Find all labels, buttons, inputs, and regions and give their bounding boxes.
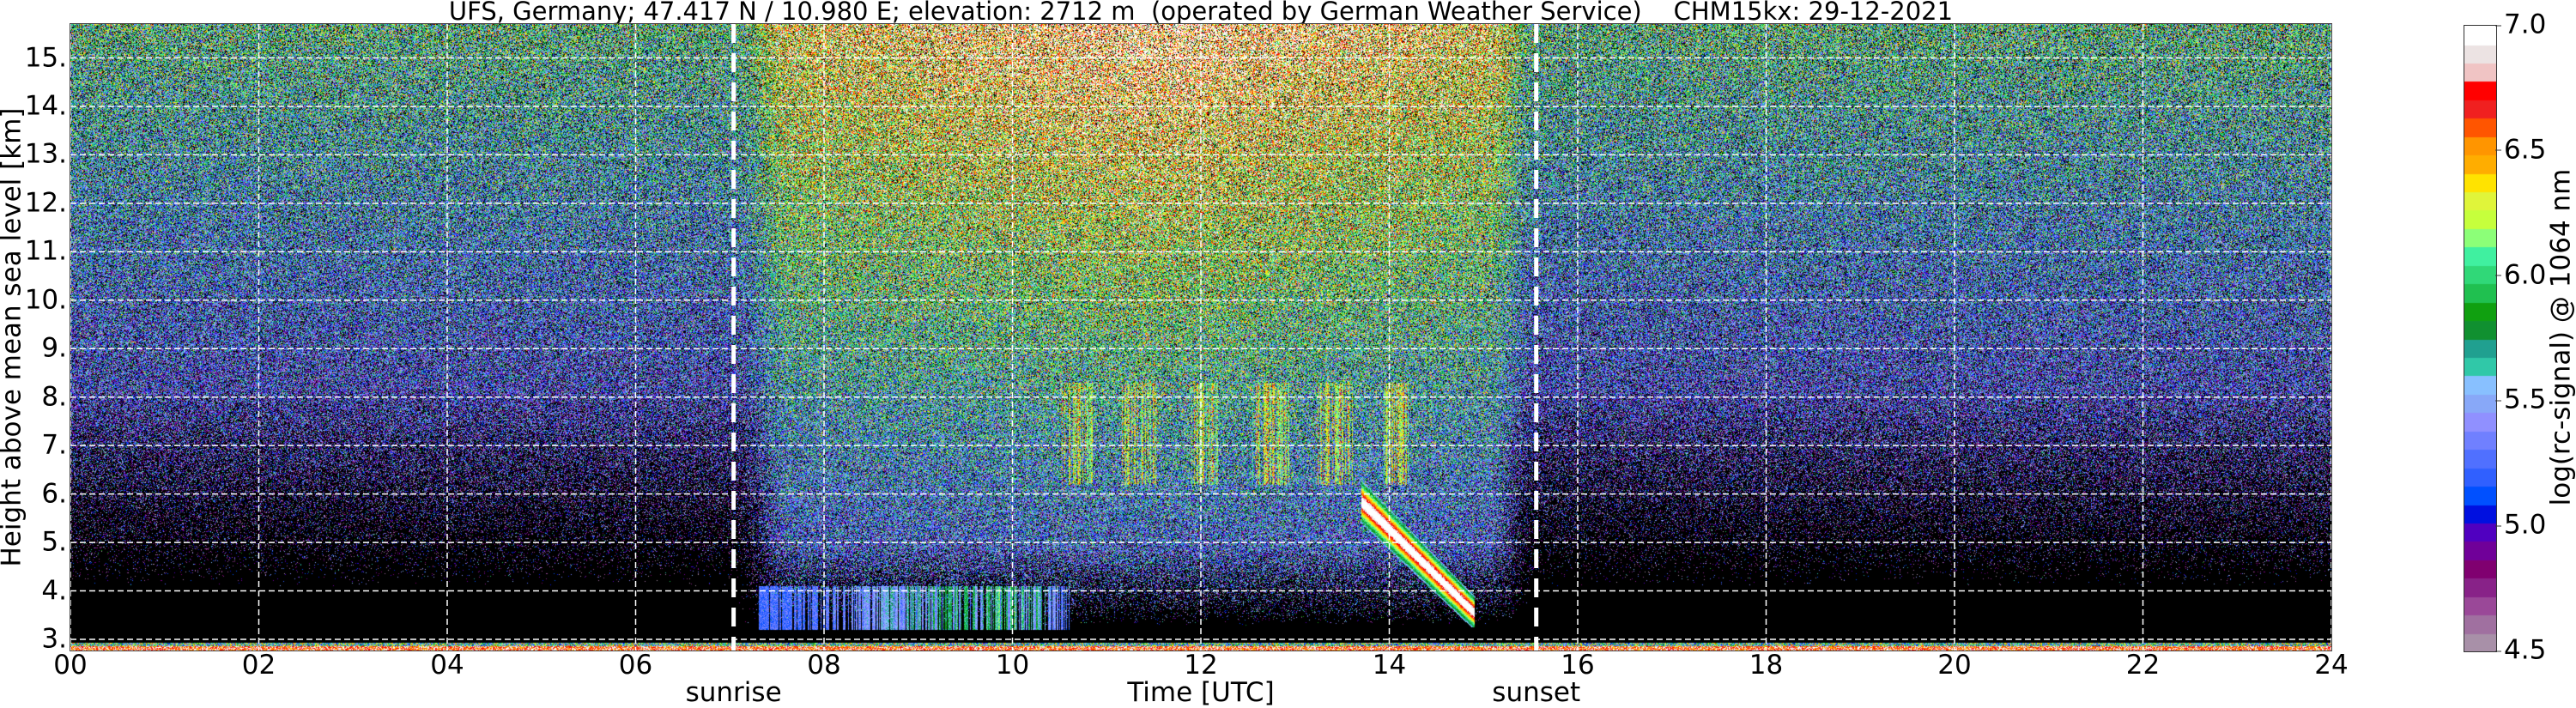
chart-title: UFS, Germany; 47.417 N / 10.980 E; eleva… [448, 0, 1954, 26]
plot-area [70, 24, 2331, 651]
colorbar-tick-label: 6.5 [2494, 134, 2547, 166]
x-tick-label: 22 [2125, 650, 2161, 681]
y-tick-label: 14. [24, 90, 67, 122]
y-tick-label: 3. [41, 623, 67, 655]
x-tick-label: 20 [1937, 650, 1972, 681]
x-tick-label: 18 [1749, 650, 1784, 681]
x-tick-label: 10 [995, 650, 1030, 681]
x-tick-label: 12 [1184, 650, 1218, 681]
y-tick-label: 7. [41, 429, 67, 461]
y-tick-label: 8. [41, 381, 67, 413]
sunset-label: sunset [1492, 677, 1581, 708]
sunrise-label: sunrise [685, 677, 782, 708]
y-tick-label: 10. [24, 284, 67, 316]
colorbar [2464, 25, 2497, 652]
colorbar-label: log(rc-signal) @ 1064 nm [2545, 168, 2576, 506]
y-tick-label: 5. [41, 526, 67, 558]
colorbar-tick-label: 5.5 [2494, 384, 2547, 415]
y-tick-label: 11. [24, 235, 67, 267]
x-axis-label: Time [UTC] [1127, 677, 1275, 708]
y-tick-label: 12. [24, 187, 67, 219]
y-tick-label: 4. [41, 575, 67, 607]
x-tick-label: 16 [1561, 650, 1595, 681]
x-tick-label: 04 [430, 650, 464, 681]
y-tick-label: 15. [24, 42, 67, 74]
y-tick-label: 13. [24, 138, 67, 170]
y-axis-label: Height above mean sea level [km] [0, 107, 27, 567]
colorbar-tick-label: 6.0 [2494, 259, 2547, 291]
colorbar-tick-label: 4.5 [2494, 634, 2547, 666]
y-tick-label: 9. [41, 332, 67, 364]
x-tick-label: 08 [807, 650, 841, 681]
x-tick-label: 00 [53, 650, 88, 681]
x-tick-label: 02 [241, 650, 276, 681]
y-tick-label: 6. [41, 478, 67, 510]
x-tick-label: 14 [1372, 650, 1407, 681]
colorbar-tick-label: 7.0 [2494, 9, 2547, 40]
colorbar-gradient [2464, 26, 2496, 651]
x-tick-label: 24 [2314, 650, 2349, 681]
grid-overlay [70, 24, 2331, 651]
colorbar-tick-label: 5.0 [2494, 509, 2547, 541]
x-tick-label: 06 [618, 650, 653, 681]
